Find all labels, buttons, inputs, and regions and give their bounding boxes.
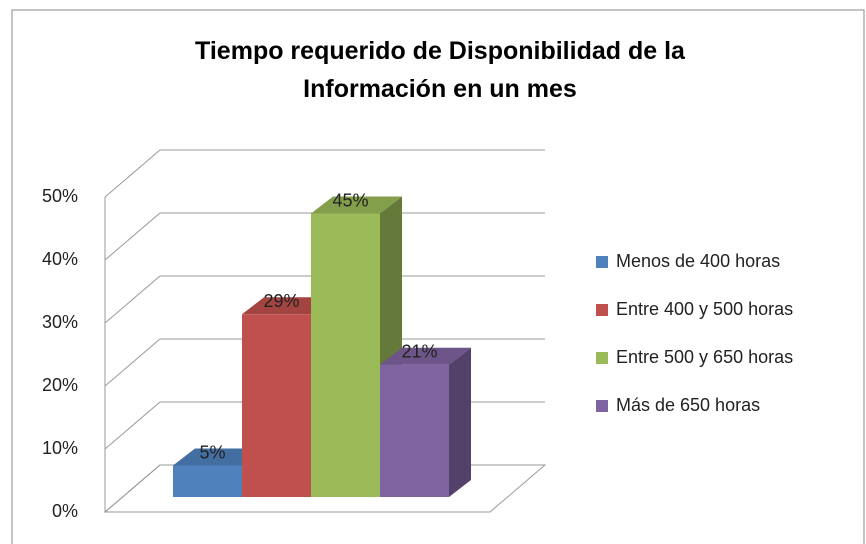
legend-label: Entre 400 y 500 horas [616, 299, 793, 319]
grid-line [104, 401, 161, 450]
bar [311, 213, 380, 497]
bar-top [242, 297, 333, 315]
y-tick-label: 0% [52, 501, 78, 521]
legend-swatch [596, 352, 608, 364]
y-tick-label: 30% [42, 312, 78, 332]
y-tick-label: 40% [42, 249, 78, 269]
y-tick-label: 20% [42, 375, 78, 395]
bar-side [449, 347, 471, 497]
floor [103, 464, 547, 513]
y-tick-label: 10% [42, 438, 78, 458]
chart-border [11, 9, 865, 544]
chart-title: Tiempo requerido de Disponibilidad de la… [195, 37, 685, 103]
data-label: 29% [263, 291, 299, 311]
legend-label: Menos de 400 horas [616, 251, 780, 271]
bar-top [380, 347, 471, 365]
bar-top [173, 448, 264, 466]
bar-top [311, 196, 402, 214]
bar [380, 364, 449, 497]
bar [173, 465, 242, 497]
legend-label: Entre 500 y 650 horas [616, 347, 793, 367]
grid-line [104, 149, 161, 198]
grid-line [104, 275, 161, 324]
grid-line [104, 212, 161, 261]
bar [242, 314, 311, 497]
y-tick-label: 50% [42, 186, 78, 206]
data-label: 5% [199, 442, 225, 462]
legend-label: Más de 650 horas [616, 395, 760, 415]
grid-line [104, 338, 161, 387]
data-label: 45% [332, 190, 368, 210]
legend-swatch [596, 400, 608, 412]
data-label: 21% [401, 341, 437, 361]
legend-swatch [596, 304, 608, 316]
legend-swatch [596, 256, 608, 268]
